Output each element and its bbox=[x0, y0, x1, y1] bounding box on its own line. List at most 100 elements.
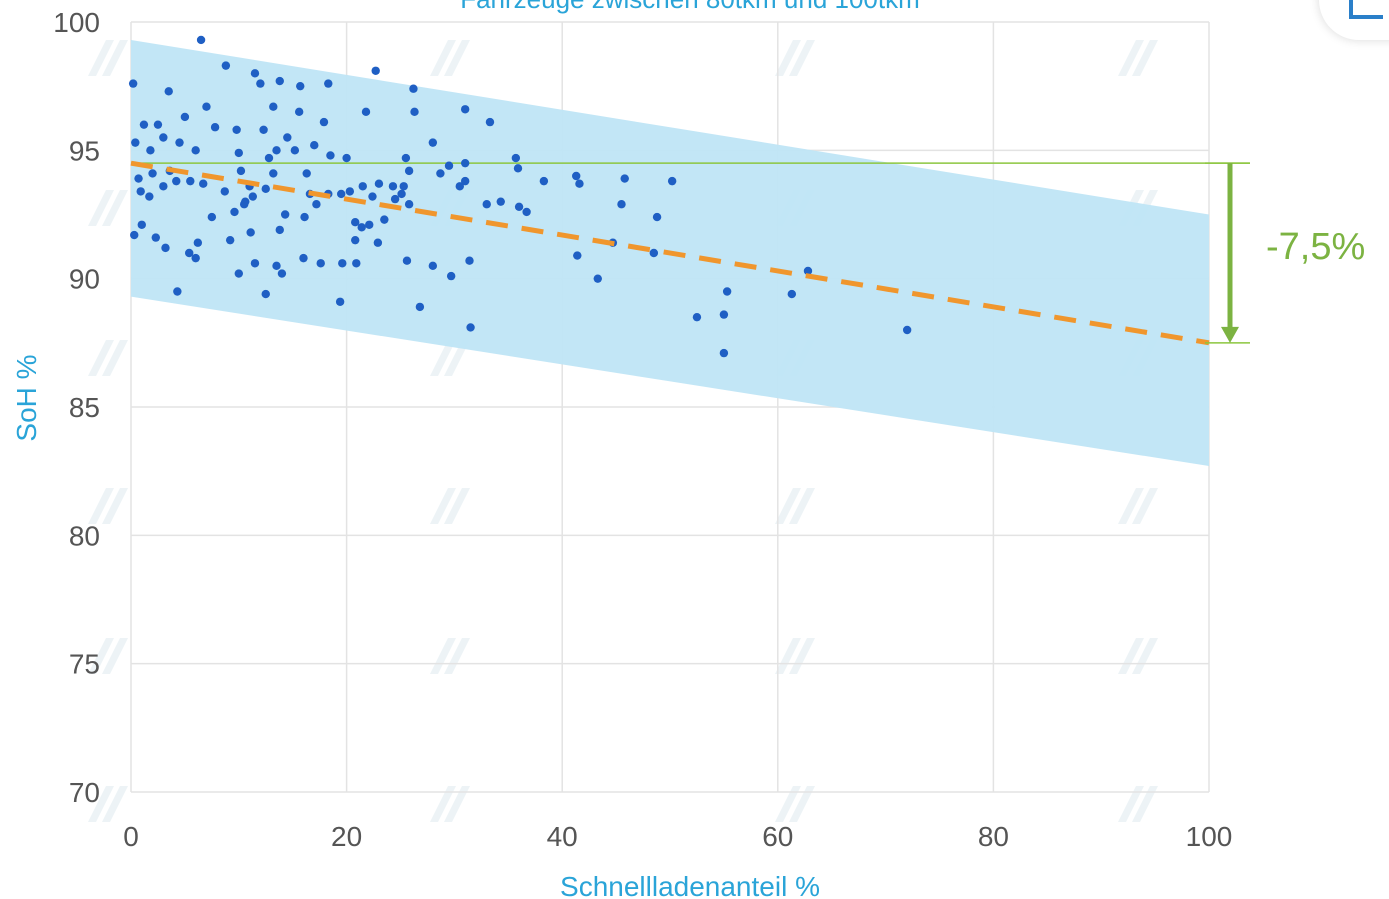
data-point bbox=[139, 120, 149, 129]
x-tick-label: 100 bbox=[1186, 821, 1233, 852]
watermark-logo bbox=[88, 190, 114, 226]
data-point bbox=[787, 289, 797, 299]
data-point bbox=[335, 297, 345, 306]
watermark-logo bbox=[444, 488, 470, 524]
data-point bbox=[326, 151, 335, 160]
data-point bbox=[620, 174, 629, 183]
data-point bbox=[902, 325, 912, 335]
data-point bbox=[207, 212, 217, 222]
data-point bbox=[455, 182, 464, 191]
data-point bbox=[513, 164, 523, 173]
data-point bbox=[248, 192, 258, 201]
x-tick-label: 80 bbox=[978, 821, 1009, 852]
data-point bbox=[351, 218, 360, 227]
data-point bbox=[232, 125, 241, 134]
data-point bbox=[234, 148, 243, 158]
y-tick-label: 70 bbox=[69, 777, 100, 808]
data-point bbox=[358, 182, 367, 191]
data-point bbox=[137, 220, 146, 229]
data-point bbox=[256, 79, 265, 88]
data-point bbox=[269, 102, 278, 111]
x-tick-label: 20 bbox=[331, 821, 362, 852]
data-point bbox=[511, 153, 521, 163]
data-point bbox=[199, 179, 208, 188]
watermark-logo bbox=[1132, 488, 1158, 524]
watermark-logo bbox=[102, 488, 128, 524]
data-point bbox=[250, 259, 260, 268]
y-tick-label: 90 bbox=[69, 264, 100, 295]
data-point bbox=[573, 251, 582, 260]
data-point bbox=[230, 207, 239, 217]
data-point bbox=[290, 146, 300, 155]
y-tick-label: 75 bbox=[69, 649, 100, 680]
x-tick-label: 40 bbox=[547, 821, 578, 852]
watermark-logo bbox=[102, 340, 128, 376]
y-tick-label: 100 bbox=[53, 7, 100, 38]
data-point bbox=[342, 153, 351, 163]
data-point bbox=[409, 84, 418, 93]
data-point bbox=[652, 212, 662, 222]
data-point bbox=[380, 215, 389, 224]
trend-line bbox=[130, 160, 1210, 346]
watermark-logo bbox=[430, 40, 456, 76]
data-point bbox=[261, 184, 270, 194]
data-point bbox=[719, 310, 729, 319]
data-point bbox=[617, 200, 626, 209]
y-tick-label: 80 bbox=[69, 520, 100, 551]
data-point bbox=[371, 66, 380, 75]
data-point bbox=[300, 212, 309, 222]
data-point bbox=[134, 174, 143, 183]
data-point bbox=[172, 176, 181, 186]
data-point bbox=[193, 238, 203, 247]
data-point bbox=[130, 230, 139, 240]
watermark-logo bbox=[430, 488, 456, 524]
data-point bbox=[319, 117, 329, 127]
watermark-logo bbox=[444, 340, 470, 376]
data-point bbox=[296, 81, 305, 91]
data-point bbox=[803, 266, 813, 276]
watermark-logo bbox=[789, 40, 815, 76]
data-point bbox=[210, 123, 220, 132]
watermark-logo bbox=[88, 340, 114, 376]
data-point bbox=[465, 256, 474, 265]
data-point bbox=[128, 79, 138, 88]
data-point bbox=[275, 225, 284, 235]
watermark-logo bbox=[775, 488, 801, 524]
data-point bbox=[572, 171, 581, 181]
data-point bbox=[593, 274, 602, 283]
watermark-logo bbox=[102, 638, 128, 674]
data-point bbox=[460, 158, 470, 168]
data-point bbox=[466, 323, 475, 332]
data-point bbox=[264, 153, 274, 163]
data-point bbox=[368, 192, 377, 201]
data-point bbox=[180, 112, 190, 122]
data-point bbox=[388, 182, 398, 191]
data-point bbox=[539, 176, 549, 186]
data-point bbox=[415, 302, 425, 312]
data-points bbox=[128, 35, 912, 358]
delta-label: -7,5% bbox=[1266, 226, 1365, 268]
data-point bbox=[401, 153, 411, 163]
watermark-logo bbox=[430, 786, 456, 822]
data-point bbox=[496, 197, 505, 206]
data-point bbox=[146, 146, 155, 155]
data-point bbox=[667, 176, 677, 186]
data-point bbox=[397, 189, 406, 199]
data-point bbox=[428, 138, 438, 147]
data-point bbox=[351, 235, 360, 245]
x-tick-label: 60 bbox=[762, 821, 793, 852]
data-point bbox=[275, 76, 284, 86]
watermark-logo bbox=[1132, 786, 1158, 822]
data-point bbox=[404, 200, 414, 209]
x-tick-labels: 0 20 40 60 80 100 bbox=[123, 821, 1232, 852]
data-point bbox=[196, 35, 206, 45]
data-point bbox=[131, 138, 140, 147]
data-point bbox=[153, 120, 163, 129]
data-point bbox=[361, 107, 371, 117]
data-point bbox=[236, 166, 246, 176]
data-point bbox=[283, 133, 292, 142]
data-point bbox=[191, 146, 200, 155]
data-point bbox=[151, 233, 160, 242]
data-point bbox=[299, 253, 308, 263]
